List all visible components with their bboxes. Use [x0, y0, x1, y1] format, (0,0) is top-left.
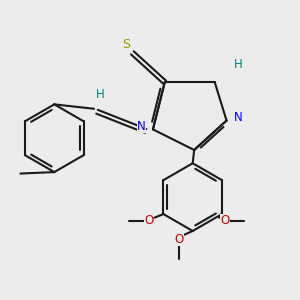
Text: O: O [144, 214, 153, 227]
Text: H: H [234, 58, 243, 71]
Text: O: O [175, 233, 184, 246]
Text: N: N [234, 111, 243, 124]
Text: N: N [137, 120, 146, 133]
Text: O: O [220, 214, 230, 227]
Text: S: S [122, 38, 130, 50]
Text: H: H [96, 88, 104, 100]
